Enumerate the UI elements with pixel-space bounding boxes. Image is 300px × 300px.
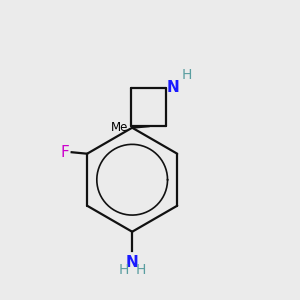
Text: Me: Me bbox=[110, 121, 128, 134]
Text: H: H bbox=[182, 68, 192, 82]
Text: H: H bbox=[135, 263, 146, 277]
Text: N: N bbox=[167, 80, 180, 95]
Text: H: H bbox=[119, 263, 129, 277]
Text: F: F bbox=[61, 145, 69, 160]
Text: N: N bbox=[126, 255, 139, 270]
